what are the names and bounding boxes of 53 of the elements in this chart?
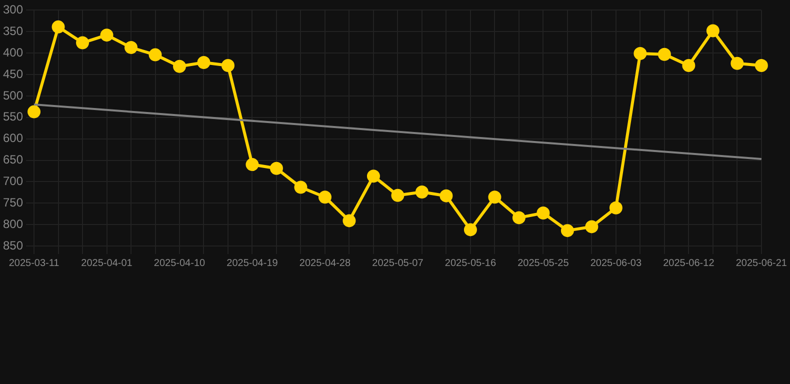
point [440, 189, 453, 202]
x-tick-label: 2025-04-19 [226, 258, 278, 269]
y-tick-label: 600 [2, 131, 24, 146]
point [488, 190, 502, 204]
point [464, 223, 477, 236]
x-tick-label: 2025-06-21 [736, 258, 788, 269]
point [100, 28, 114, 42]
point [560, 224, 574, 238]
x-tick-label: 2025-05-07 [372, 258, 424, 269]
point [730, 56, 744, 70]
y-tick-label: 450 [2, 66, 24, 81]
point [148, 48, 162, 62]
point [52, 20, 65, 34]
y-tick-label: 750 [2, 195, 24, 210]
point [124, 41, 138, 54]
x-tick-label: 2025-05-25 [518, 258, 570, 269]
y-tick-label: 550 [2, 110, 24, 124]
y-tick-label: 850 [2, 238, 24, 252]
x-tick-label: 2025-03-11 [8, 258, 60, 269]
point [585, 220, 598, 234]
point [415, 185, 428, 198]
point [197, 56, 210, 70]
point [270, 162, 283, 175]
point [246, 158, 259, 172]
y-tick-label: 800 [2, 216, 24, 231]
point [391, 188, 404, 202]
point [342, 214, 356, 228]
point [512, 211, 526, 224]
point [294, 180, 308, 194]
y-tick-label: 650 [2, 152, 24, 167]
y-tick-label: 700 [2, 174, 24, 188]
point [682, 59, 696, 72]
x-tick-label: 2025-04-10 [154, 258, 206, 269]
point [318, 190, 332, 204]
x-tick-label: 2025-06-03 [590, 258, 642, 269]
y-tick-label: 400 [2, 45, 24, 60]
y-tick-label: 300 [2, 2, 24, 17]
point [76, 36, 90, 50]
x-tick-label: 2025-04-01 [81, 258, 133, 269]
point [634, 47, 647, 60]
point [173, 60, 186, 73]
x-tick-label: 2025-06-12 [663, 258, 715, 269]
point [658, 48, 671, 61]
y-tick-label: 500 [2, 88, 24, 102]
point [609, 201, 622, 214]
point [536, 206, 550, 220]
point [706, 24, 720, 38]
x-tick-label: 2025-05-16 [444, 258, 496, 269]
point [221, 59, 234, 72]
x-tick-label: 2025-04-28 [299, 258, 351, 269]
point [754, 59, 768, 72]
y-tick-label: 350 [2, 24, 24, 38]
point [366, 170, 380, 183]
